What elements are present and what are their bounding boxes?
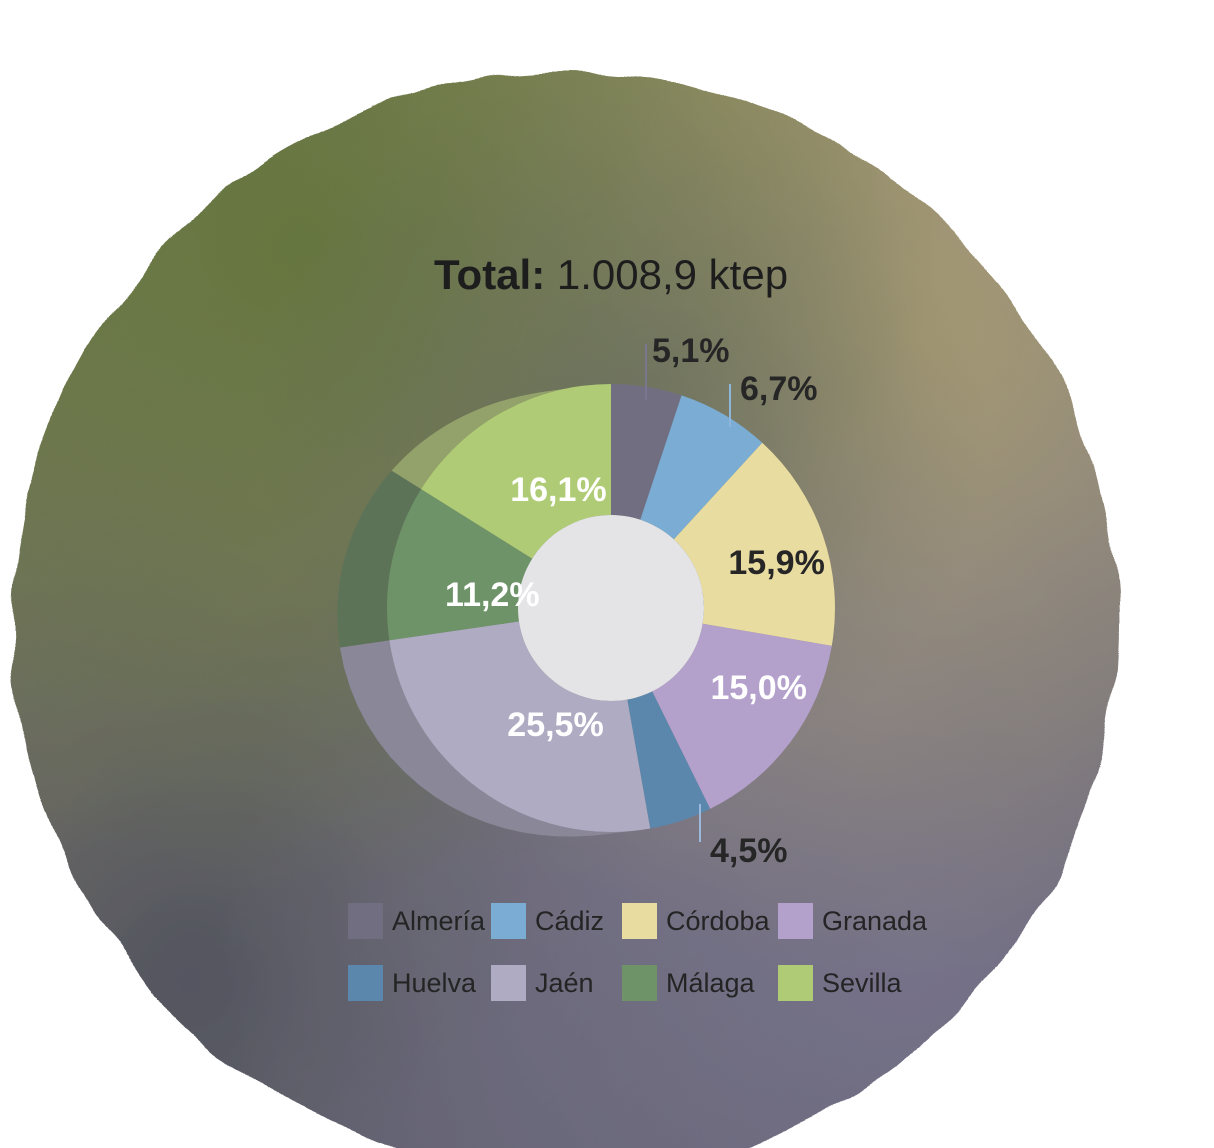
svg-text:25,5%: 25,5% [507, 706, 603, 744]
svg-text:4,5%: 4,5% [710, 832, 788, 870]
svg-text:16,1%: 16,1% [510, 471, 606, 509]
svg-text:15,9%: 15,9% [728, 544, 824, 582]
svg-text:Total: 1.008,9 ktep: Total: 1.008,9 ktep [434, 251, 788, 298]
svg-text:6,7%: 6,7% [740, 370, 818, 408]
svg-text:5,1%: 5,1% [652, 332, 730, 370]
svg-text:15,0%: 15,0% [710, 669, 806, 707]
svg-text:11,2%: 11,2% [445, 576, 540, 614]
